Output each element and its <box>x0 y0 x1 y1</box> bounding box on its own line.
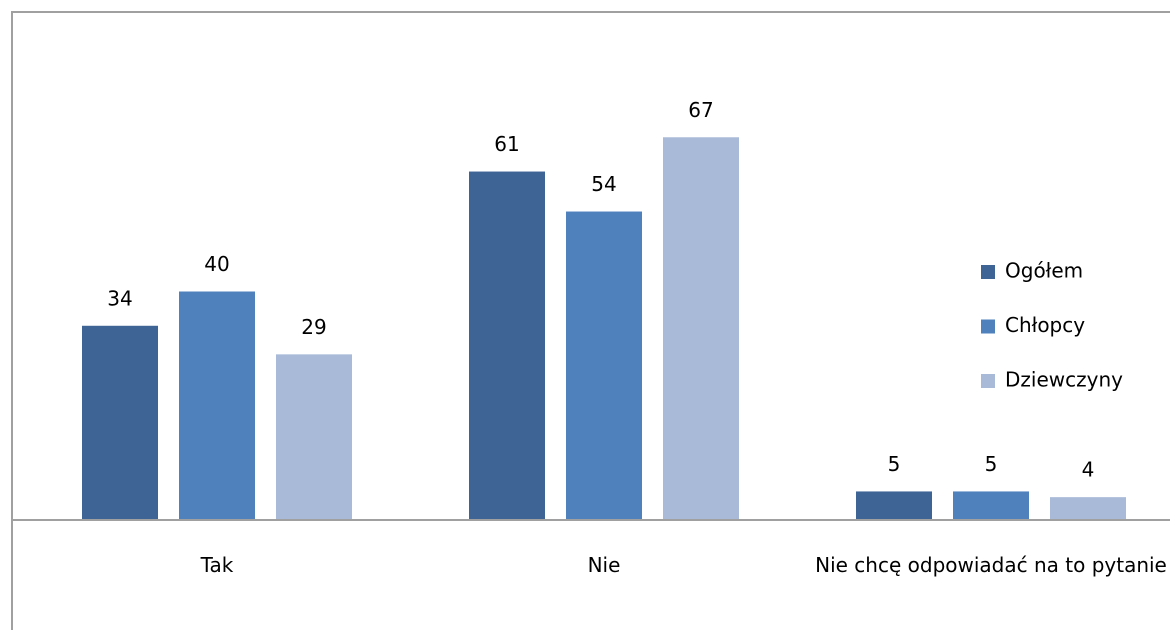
bar <box>663 137 739 520</box>
data-label: 67 <box>688 98 713 122</box>
data-label: 34 <box>107 286 132 310</box>
x-tick-label: Nie <box>587 553 621 577</box>
chart-frame <box>11 11 1170 630</box>
bar <box>953 491 1029 520</box>
data-label: 29 <box>301 315 326 339</box>
data-label: 61 <box>494 132 519 156</box>
data-label: 5 <box>985 452 998 476</box>
bar <box>179 291 255 520</box>
x-tick-label: Tak <box>200 553 234 577</box>
legend-swatch <box>981 319 995 334</box>
legend-swatch <box>981 265 995 279</box>
bar <box>856 491 932 520</box>
data-label: 5 <box>888 452 901 476</box>
data-label: 54 <box>591 172 616 196</box>
bar <box>276 354 352 520</box>
legend-label: Chłopcy <box>1005 313 1085 337</box>
bar <box>469 171 545 520</box>
legend-label: Dziewczyny <box>1005 368 1123 392</box>
bar <box>82 325 158 520</box>
bar <box>566 211 642 520</box>
data-label: 4 <box>1082 458 1095 482</box>
legend-swatch <box>981 374 995 388</box>
legend-label: Ogółem <box>1005 259 1083 283</box>
bar <box>1050 497 1126 520</box>
x-tick-label: Nie chcę odpowiadać na to pytanie <box>815 553 1167 577</box>
data-label: 40 <box>204 252 229 276</box>
